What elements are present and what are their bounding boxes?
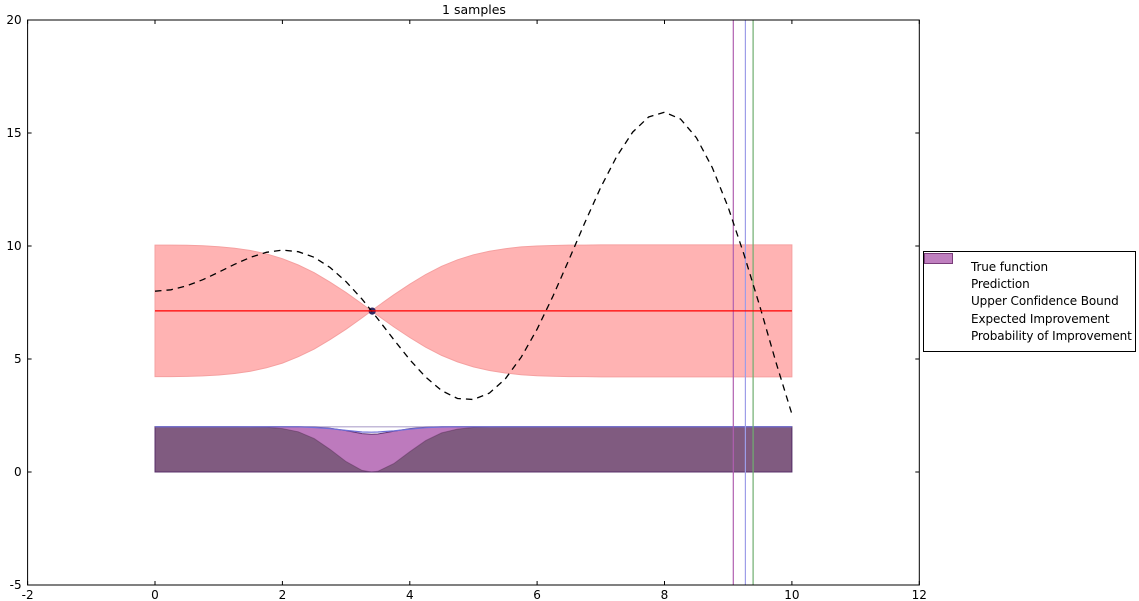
y-tick-label: 10 (6, 239, 21, 253)
legend-item-expected-improvement: Expected Improvement (924, 253, 1127, 327)
x-tick-label: 6 (533, 588, 541, 601)
legend-label: Prediction (971, 277, 1030, 292)
legend-label: Expected Improvement (971, 311, 1110, 326)
legend-item-probability-of-improvement: Probability of Improvement (924, 253, 1132, 345)
y-tick-label: -5 (10, 578, 22, 592)
legend: True function Prediction Upper Confidence … (923, 251, 1136, 352)
legend-item-prediction: Prediction (925, 257, 1127, 292)
y-tick-label: 20 (6, 13, 21, 27)
x-tick-label: 0 (151, 588, 159, 601)
legend-label: Upper Confidence Bound (971, 294, 1119, 309)
x-tick-label: 4 (406, 588, 414, 601)
x-tick-label: 8 (661, 588, 669, 601)
x-tick-label: 2 (279, 588, 287, 601)
x-tick-label: -2 (22, 588, 34, 601)
true-function-line (154, 111, 793, 415)
legend-item-upper-confidence-bound: Upper Confidence Bound (925, 257, 1127, 310)
x-tick-label: 12 (912, 588, 927, 601)
chart-title: 1 samples (442, 2, 506, 17)
x-tick-label: 10 (784, 588, 799, 601)
probability-of-improvement-fill (154, 426, 793, 473)
y-tick-label: 15 (6, 126, 21, 140)
legend-label: Probability of Improvement (971, 329, 1132, 344)
axes-frame (27, 19, 920, 586)
y-tick-label: 5 (14, 352, 22, 366)
upper-confidence-bound-line (155, 426, 792, 433)
legend-label: True function (971, 259, 1049, 274)
y-tick-label: 0 (14, 465, 22, 479)
legend-item-true-function: True function (925, 257, 1127, 275)
